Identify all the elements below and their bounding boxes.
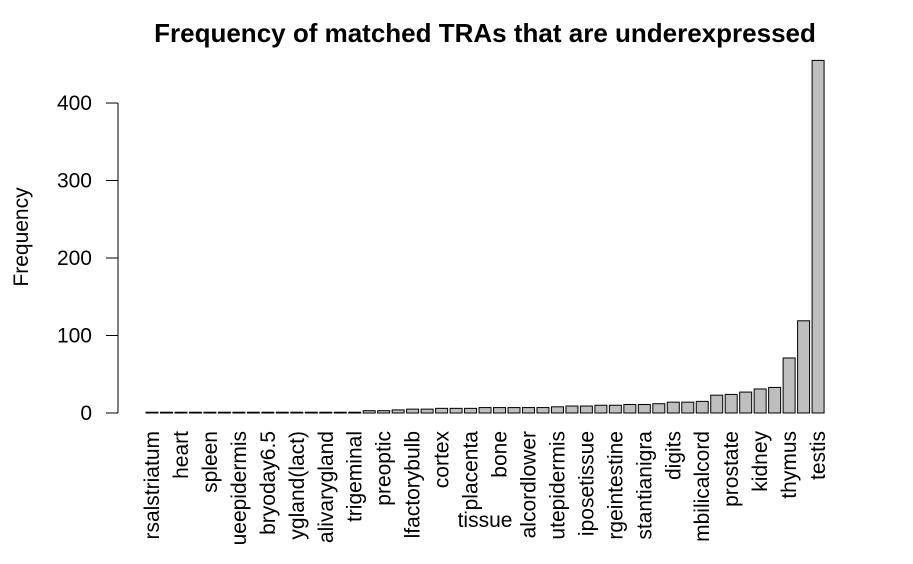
x-tick-label: kidney bbox=[749, 431, 772, 492]
x-tick-label: utepidermis bbox=[546, 431, 569, 540]
x-tick-label: rgeintestine bbox=[604, 431, 627, 540]
bar bbox=[710, 394, 724, 414]
bar bbox=[333, 411, 347, 414]
bar bbox=[739, 391, 753, 414]
bar bbox=[203, 411, 217, 414]
bar bbox=[768, 386, 782, 414]
bar bbox=[377, 410, 391, 414]
x-tick-label: testis bbox=[807, 431, 830, 480]
bar bbox=[478, 407, 492, 414]
bar bbox=[681, 401, 695, 414]
bar bbox=[406, 408, 420, 414]
bar bbox=[811, 59, 825, 414]
x-tick-label: bone bbox=[489, 431, 512, 478]
y-tick-label: 0 bbox=[80, 402, 92, 425]
bar bbox=[348, 411, 362, 414]
bar bbox=[782, 357, 796, 414]
bar bbox=[145, 411, 159, 414]
x-tick-label: alcordlower bbox=[517, 431, 540, 538]
bar bbox=[261, 411, 275, 414]
bar bbox=[536, 407, 550, 414]
x-tick-label: iposetissue bbox=[575, 431, 598, 536]
bar bbox=[420, 408, 434, 414]
bar bbox=[608, 404, 622, 414]
x-tick-label: mbilicalcord bbox=[691, 431, 714, 542]
x-tick-label: stantianigra bbox=[633, 431, 656, 540]
bar bbox=[565, 405, 579, 414]
bar bbox=[449, 407, 463, 414]
labels: rsalstriatum heart spleen ueepidermis bryoda… bbox=[141, 431, 830, 546]
x-tick-label: preoptic bbox=[373, 431, 396, 506]
bar bbox=[594, 404, 608, 414]
x-axis-label: tissue bbox=[458, 509, 513, 532]
x-tick-label: prostate bbox=[720, 431, 743, 507]
bar bbox=[435, 407, 449, 414]
bar bbox=[493, 407, 507, 414]
bar bbox=[232, 411, 246, 414]
x-tick-label: rsalstriatum bbox=[141, 431, 164, 540]
x-tick-label: spleen bbox=[199, 431, 222, 493]
bar bbox=[174, 411, 188, 414]
bar bbox=[521, 407, 535, 414]
bar bbox=[652, 403, 666, 414]
bar bbox=[304, 411, 318, 414]
bar bbox=[724, 393, 738, 414]
bar bbox=[159, 411, 173, 414]
bar bbox=[464, 407, 478, 414]
bar bbox=[290, 411, 304, 414]
x-tick-label: placenta bbox=[460, 431, 483, 511]
bar bbox=[362, 410, 376, 414]
bar bbox=[623, 403, 637, 414]
bar bbox=[695, 400, 709, 414]
y-tick-label: 300 bbox=[57, 170, 92, 193]
x-tick-label: ygland(lact) bbox=[286, 431, 309, 540]
y-tick-label: 200 bbox=[57, 247, 92, 270]
x-tick-label: thymus bbox=[778, 431, 801, 499]
x-tick-label: lfactorybulb bbox=[402, 431, 425, 538]
x-tick-label: alivarygland bbox=[315, 431, 338, 543]
bar bbox=[550, 406, 564, 414]
y-tick-label: 100 bbox=[57, 325, 92, 348]
x-tick-label: ueepidermis bbox=[228, 431, 251, 545]
y-tick-label: 400 bbox=[57, 92, 92, 115]
bar bbox=[797, 320, 811, 414]
bar bbox=[637, 403, 651, 414]
x-tick-label: digits bbox=[662, 431, 685, 480]
bar bbox=[579, 405, 593, 414]
y-axis-label: Frequency bbox=[10, 187, 33, 287]
x-tick-label: trigeminal bbox=[344, 431, 367, 522]
x-tick-label: bryoday6.5 bbox=[257, 431, 280, 535]
bar bbox=[188, 411, 202, 414]
bar bbox=[507, 407, 521, 414]
bar bbox=[217, 411, 231, 414]
bar bbox=[666, 401, 680, 414]
chart-title: Frequency of matched TRAs that are under… bbox=[154, 18, 816, 48]
x-tick-label: cortex bbox=[431, 431, 454, 489]
bar bbox=[753, 388, 767, 414]
bar bbox=[246, 411, 260, 414]
bar bbox=[275, 411, 289, 414]
bar bbox=[319, 411, 333, 414]
x-tick-label: heart bbox=[170, 431, 193, 479]
bar bbox=[391, 409, 405, 414]
